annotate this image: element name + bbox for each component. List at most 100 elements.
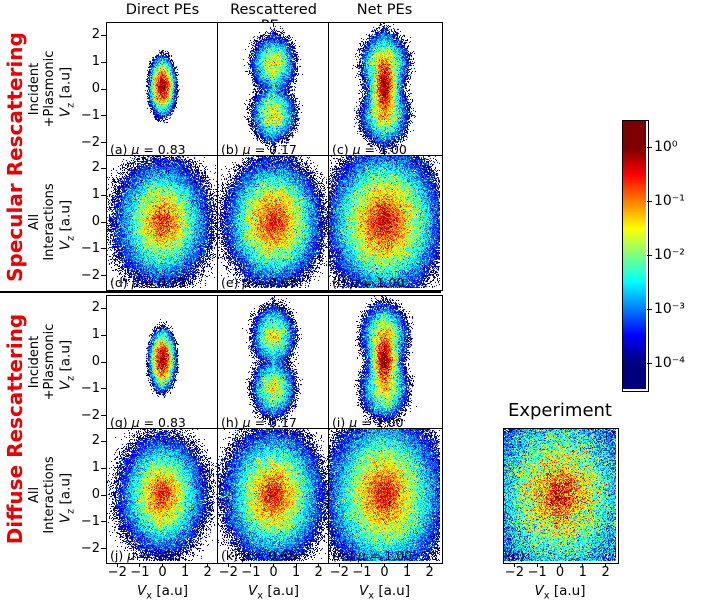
y-tick-label: 2 — [91, 160, 100, 176]
heatmap-panel-a: (a) μ = 0.83 — [106, 22, 221, 158]
panel-annotation-a: (a) μ = 0.83 — [110, 142, 186, 157]
panel-annotation-m: (m) μ = 1.00 — [332, 548, 413, 563]
x-tick-mark — [384, 562, 385, 567]
y-tick-mark — [101, 34, 106, 36]
y-tick-label: 1 — [91, 187, 100, 203]
x-tick-mark — [295, 562, 297, 567]
heatmap-canvas-d — [107, 156, 218, 288]
y-tick-mark — [101, 167, 106, 169]
panel-annotation-d: (d) μ = 0.33 — [110, 275, 186, 290]
panel-annotation-g: (g) μ = 0.83 — [110, 415, 186, 430]
y-tick-mark — [101, 361, 106, 363]
heatmap-panel-h: (h) μ = 0.17 — [217, 295, 332, 431]
x-axis-label: Vx [a.u] — [137, 583, 188, 602]
x-tick-mark — [116, 562, 118, 567]
x-tick-label: 2 — [314, 565, 323, 580]
x-axis-label: Vx [a.u] — [248, 583, 299, 602]
x-tick-label: −1 — [352, 565, 372, 580]
x-tick-label: −2 — [504, 565, 524, 580]
heatmap-canvas-g — [107, 296, 218, 428]
x-tick-label: 1 — [578, 565, 587, 580]
x-tick-label: 2 — [601, 565, 610, 580]
colorbar-tick-mark — [647, 200, 652, 202]
row-sublabel: Incident +Plasmonic — [27, 323, 57, 401]
colorbar-tick-label: 10⁻¹ — [654, 193, 685, 209]
x-tick-mark — [139, 562, 141, 567]
colorbar-gradient — [623, 121, 646, 389]
heatmap-panel-g: (g) μ = 0.83 — [106, 295, 221, 431]
heatmap-canvas-n — [504, 429, 616, 561]
y-tick-label: 1 — [91, 54, 100, 70]
row-sublabel: Incident +Plasmonic — [27, 50, 57, 128]
y-tick-mark — [101, 142, 106, 144]
x-tick-label: 2 — [203, 565, 212, 580]
y-tick-label: 0 — [91, 354, 100, 369]
colorbar-tick-label: 10⁻² — [654, 247, 685, 263]
colorbar-tick-label: 10⁻⁴ — [654, 355, 685, 371]
y-tick-mark — [101, 440, 106, 442]
heatmap-panel-e: (e) μ = 0.67 — [217, 155, 332, 291]
heatmap-panel-n: (n) — [503, 428, 619, 564]
y-tick-label: −1 — [80, 240, 100, 256]
y-tick-label: 0 — [91, 487, 100, 502]
x-tick-mark — [406, 562, 408, 567]
colorbar-tick-mark — [647, 362, 652, 364]
row-sublabel: All Interactions — [27, 183, 57, 261]
heatmap-canvas-c — [329, 23, 440, 155]
column-header-direct-pes: Direct PEs — [125, 2, 200, 18]
y-tick-mark — [101, 307, 106, 309]
heatmap-canvas-j — [107, 429, 218, 561]
colorbar-tick-mark — [647, 146, 652, 148]
x-tick-label: −2 — [218, 565, 238, 580]
x-tick-label: −2 — [329, 565, 349, 580]
panel-annotation-c: (c) μ = 1.00 — [332, 142, 407, 157]
y-tick-mark — [101, 115, 106, 117]
colorbar-tick-mark — [647, 254, 652, 256]
heatmap-canvas-m — [329, 429, 440, 561]
y-tick-label: −2 — [80, 267, 100, 283]
heatmap-canvas-f — [329, 156, 440, 288]
y-tick-mark — [101, 388, 106, 390]
y-tick-mark — [101, 221, 106, 223]
heatmap-panel-i: (i) μ = 1.00 — [328, 295, 443, 431]
y-tick-mark — [101, 521, 106, 523]
x-axis-label: Vx [a.u] — [359, 583, 410, 602]
heatmap-canvas-e — [218, 156, 329, 288]
x-tick-label: 0 — [380, 565, 389, 580]
x-tick-mark — [250, 562, 252, 567]
y-tick-label: 2 — [91, 300, 100, 316]
heatmap-panel-d: (d) μ = 0.33 — [106, 155, 221, 291]
y-tick-mark — [101, 248, 106, 250]
y-tick-label: 2 — [91, 27, 100, 43]
x-tick-mark — [338, 562, 340, 567]
y-tick-label: 2 — [91, 433, 100, 449]
y-tick-mark — [101, 88, 106, 90]
x-tick-label: 1 — [180, 565, 190, 580]
y-tick-label: −2 — [80, 540, 100, 556]
x-tick-label: 2 — [425, 565, 434, 580]
x-tick-mark — [513, 562, 515, 567]
experiment-title: Experiment — [507, 400, 612, 421]
x-tick-mark — [361, 562, 363, 567]
panel-annotation-k: (k) μ = 0.65 — [221, 548, 297, 563]
y-tick-label: −2 — [80, 134, 100, 150]
section-divider-line — [0, 291, 441, 293]
y-tick-mark — [101, 415, 106, 417]
x-tick-label: 1 — [402, 565, 412, 580]
x-tick-label: 0 — [158, 565, 167, 580]
x-tick-label: −1 — [527, 565, 547, 580]
y-tick-label: 0 — [91, 81, 100, 96]
heatmap-canvas-i — [329, 296, 440, 428]
heatmap-canvas-k — [218, 429, 329, 561]
colorbar-tick-label: 10⁻³ — [654, 301, 685, 317]
y-tick-mark — [101, 61, 106, 63]
colorbar — [622, 120, 649, 392]
panel-annotation-h: (h) μ = 0.17 — [221, 415, 297, 430]
y-tick-label: −1 — [80, 380, 100, 396]
heatmap-canvas-a — [107, 23, 218, 155]
heatmap-panel-f: (f) μ = 1.00 — [328, 155, 443, 291]
heatmap-panel-k: (k) μ = 0.65 — [217, 428, 332, 564]
y-tick-mark — [101, 275, 106, 277]
x-tick-label: −1 — [130, 565, 150, 580]
heatmap-panel-b: (b) μ = 0.17 — [217, 22, 332, 158]
